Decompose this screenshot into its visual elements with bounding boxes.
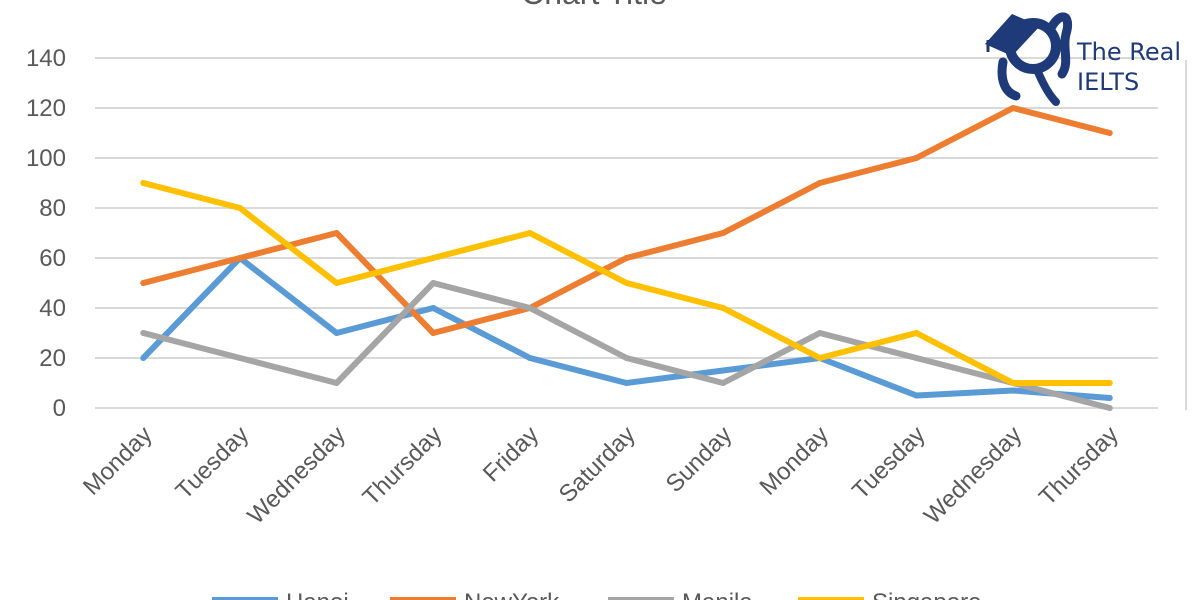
data-point-newyork [236,255,243,261]
data-point-singapore [333,280,340,286]
y-tick-label: 40 [39,295,66,322]
x-tick-label: Saturday [554,421,641,508]
data-point-newyork [1106,130,1113,136]
x-tick-label: Monday [755,421,834,500]
data-point-newyork [913,155,920,161]
data-point-newyork [140,280,147,286]
data-point-newyork [720,230,727,236]
x-tick-label: Thursday [358,421,448,511]
x-tick-label: Tuesday [847,421,931,505]
data-point-newyork [623,255,630,261]
logo-text-line2: IELTS [1077,68,1139,96]
data-point-manila [720,380,727,386]
y-tick-label: 140 [26,45,66,72]
x-tick-label: Sunday [661,421,738,498]
x-tick-label: Wednesday [242,421,350,529]
legend-label-manila: Manila [682,589,753,600]
data-point-hanoi [526,355,533,361]
data-point-singapore [1106,380,1113,386]
y-tick-label: 120 [26,95,66,122]
legend: Hanoi NewYork Manila Singapore [212,589,981,600]
data-point-singapore [1010,380,1017,386]
series-lines [140,105,1113,411]
series-line-hanoi [140,255,1113,401]
data-point-manila [140,330,147,336]
data-point-manila [1106,405,1113,411]
data-point-hanoi [1010,387,1017,394]
data-point-hanoi [720,367,727,374]
data-point-singapore [816,355,823,361]
chart-title: Chart Title [521,0,667,11]
data-point-newyork [1010,105,1017,111]
legend-label-singapore: Singapore [872,589,981,600]
data-point-hanoi [333,330,340,336]
data-point-hanoi [430,305,437,311]
legend-label-hanoi: Hanoi [286,589,349,600]
data-point-manila [526,305,533,311]
data-point-newyork [333,230,340,236]
the-real-ielts-logo: The Real IELTS [985,12,1181,106]
x-tick-label: Wednesday [919,421,1027,529]
data-point-singapore [236,205,243,211]
y-tick-label: 60 [39,245,66,272]
data-point-manila [816,330,823,336]
data-point-manila [913,355,920,361]
data-point-singapore [913,330,920,336]
data-point-singapore [623,280,630,286]
data-point-manila [333,380,340,386]
data-point-singapore [720,305,727,311]
x-tick-label: Thursday [1034,421,1124,511]
data-point-hanoi [623,380,630,386]
data-point-hanoi [140,355,147,361]
y-tick-label: 0 [53,395,66,422]
y-tick-label: 100 [26,145,66,172]
data-point-singapore [430,255,437,261]
data-point-manila [623,355,630,361]
data-point-manila [430,280,437,286]
data-point-newyork [816,180,823,186]
data-point-manila [236,355,243,361]
legend-label-newyork: NewYork [464,589,560,600]
data-point-newyork [430,330,437,336]
data-point-singapore [140,180,147,186]
graduate-cap-icon [985,12,1072,106]
data-point-hanoi [913,392,920,399]
data-point-singapore [526,230,533,236]
x-tick-label: Monday [78,421,157,500]
logo-text-line1: The Real [1076,38,1181,66]
x-tick-label: Tuesday [171,421,255,505]
series-line-manila [140,280,1113,411]
data-point-hanoi [1106,395,1113,401]
y-tick-label: 80 [39,195,66,222]
y-tick-label: 20 [39,345,66,372]
y-axis-ticks: 0 20 40 60 80 100 120 140 [26,45,66,422]
x-tick-label: Friday [478,421,544,487]
